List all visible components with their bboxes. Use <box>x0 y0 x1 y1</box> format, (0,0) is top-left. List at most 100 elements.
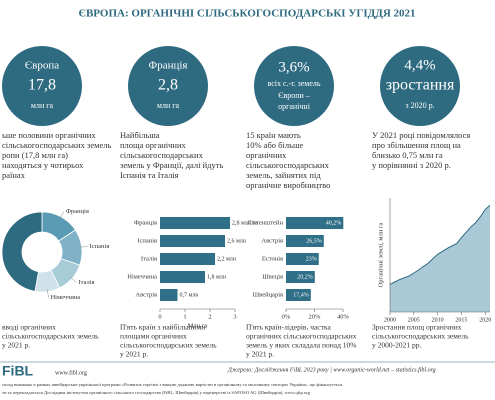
caption: сільськогосподарських земель <box>2 332 99 341</box>
footer-note: ти та перекладається Дослідним інституто… <box>2 390 311 396</box>
description: Іспанія та Італія <box>120 170 179 180</box>
x-tick-label: 3 <box>233 313 236 320</box>
description: раїнах <box>2 170 26 180</box>
bar <box>160 289 178 301</box>
x-tick-label: 20% <box>309 313 322 320</box>
line <box>389 204 491 285</box>
category-label: Австрія <box>135 291 157 298</box>
x-tick-label: 1 <box>183 313 186 320</box>
slice-label: Італія <box>78 279 94 286</box>
highlight-text: Франція <box>149 60 188 72</box>
value-label: 2,8 млн га <box>232 220 258 226</box>
description: земель у Франції, далі йдуть <box>120 160 223 170</box>
description: находяться у чотирьох <box>2 160 84 170</box>
description: органічне виробництво <box>246 180 330 190</box>
highlight-text: зростання <box>386 77 455 94</box>
category-label: Австрія <box>261 237 283 244</box>
bar <box>160 217 230 229</box>
highlight-text: 2,8 <box>158 77 178 94</box>
description: 10% або більше <box>246 140 304 150</box>
caption: вводі органічних <box>2 323 56 332</box>
category-label: Німеччина <box>127 273 157 280</box>
caption: земель у яких складала понад 10% <box>246 341 357 350</box>
description: ьше половини органічних <box>2 130 96 140</box>
category-label: Естонія <box>262 255 283 262</box>
bar <box>286 289 311 301</box>
caption: у 2021 р. <box>246 350 274 359</box>
caption: органічних сільськогосподарських <box>246 332 357 341</box>
bar <box>286 235 324 247</box>
bar <box>286 253 319 265</box>
x-tick-label: 2020 <box>479 317 491 323</box>
description: Найбільша <box>120 130 160 140</box>
x-tick-label: 2015 <box>455 317 467 323</box>
description: сільськогосподарських <box>120 150 204 160</box>
category-label: Швейцарія <box>253 291 283 298</box>
slice-label: Франція <box>66 208 89 215</box>
highlight-text: млн га <box>157 101 180 110</box>
highlight-circle <box>254 46 334 126</box>
description: у порівнянні з 2020 р. <box>372 160 451 170</box>
logo: FiBL <box>2 363 34 379</box>
description: органічних <box>246 150 287 160</box>
caption: у 2000-2021 рр. <box>372 341 421 350</box>
description: близько 0,75 млн га <box>372 150 443 160</box>
leader-line <box>79 246 88 248</box>
bar <box>286 271 315 283</box>
slice-label: Німеччина <box>50 294 80 301</box>
caption: Зростання площ органічних <box>372 323 462 332</box>
x-tick-label: 2000 <box>384 317 396 323</box>
value-label: 23% <box>306 256 317 262</box>
value-label: 1,8 млн <box>207 274 227 280</box>
leader-line <box>47 289 49 298</box>
title: ЄВРОПА: ОРГАНІЧНІ СІЛЬСЬКОГОСПОДАРСЬКІ У… <box>78 8 415 20</box>
footer-source: Джерело: Дослідження FiBL 2023 року | ww… <box>227 366 436 373</box>
highlight-circle <box>380 46 460 126</box>
bar <box>160 253 215 265</box>
highlight-text: 3,6% <box>278 59 309 75</box>
caption: площами органічних <box>120 332 187 341</box>
x-tick-label: 0 <box>158 313 161 320</box>
value-label: 20,2% <box>297 274 313 280</box>
value-label: 17,4% <box>293 292 309 298</box>
x-tick-label: 40% <box>337 313 350 320</box>
description: сільськогосподарських земель <box>2 140 111 150</box>
highlight-text: Європи – <box>278 91 311 100</box>
description: 15 країн мають <box>246 130 301 140</box>
x-tick-label: 2010 <box>432 317 444 323</box>
x-tick-label: 2005 <box>408 317 420 323</box>
caption: сільськогосподарських земель <box>120 341 217 350</box>
category-label: Ліхтенштейн <box>247 219 284 226</box>
x-tick-label: 2 <box>208 313 211 320</box>
description: У 2021 році повідомлялося <box>372 130 470 140</box>
caption: сільськогосподарських земель <box>372 332 469 341</box>
caption: П'ять країн-лідерів, частка <box>246 323 331 332</box>
category-label: Італія <box>141 255 157 262</box>
caption: у 2021 р. <box>120 350 148 359</box>
highlight-text: Європа <box>25 60 59 72</box>
caption: П'ять країн з найбільшими <box>120 323 205 332</box>
description: площа органічних <box>120 140 187 150</box>
footer-note: склад виконано в рамках швейцарсько-укра… <box>2 382 343 388</box>
highlight-text: 4,4% <box>404 57 435 73</box>
value-label: 26,5% <box>306 238 322 244</box>
highlight-circle <box>2 46 82 126</box>
caption: у 2021 р. <box>2 341 30 350</box>
value-label: 0,7 млн <box>180 292 200 298</box>
x-axis-label: Млн га <box>188 322 208 329</box>
leader-line <box>70 276 77 283</box>
bar <box>160 271 205 283</box>
pie-slice <box>1 211 43 292</box>
y-axis-label: Органічні землі, млн га <box>377 222 384 287</box>
category-label: Франція <box>134 219 157 226</box>
highlight-text: всіх с.-г. земель <box>267 79 320 88</box>
leader-line <box>59 211 65 219</box>
category-label: Швеція <box>262 273 283 280</box>
x-tick-label: 0% <box>282 313 291 320</box>
highlight-text: органічні <box>278 102 311 111</box>
footer-url: www.fibl.org <box>55 369 87 376</box>
bar <box>160 235 225 247</box>
area <box>390 205 490 312</box>
description: про збільшення площ на <box>372 140 461 150</box>
